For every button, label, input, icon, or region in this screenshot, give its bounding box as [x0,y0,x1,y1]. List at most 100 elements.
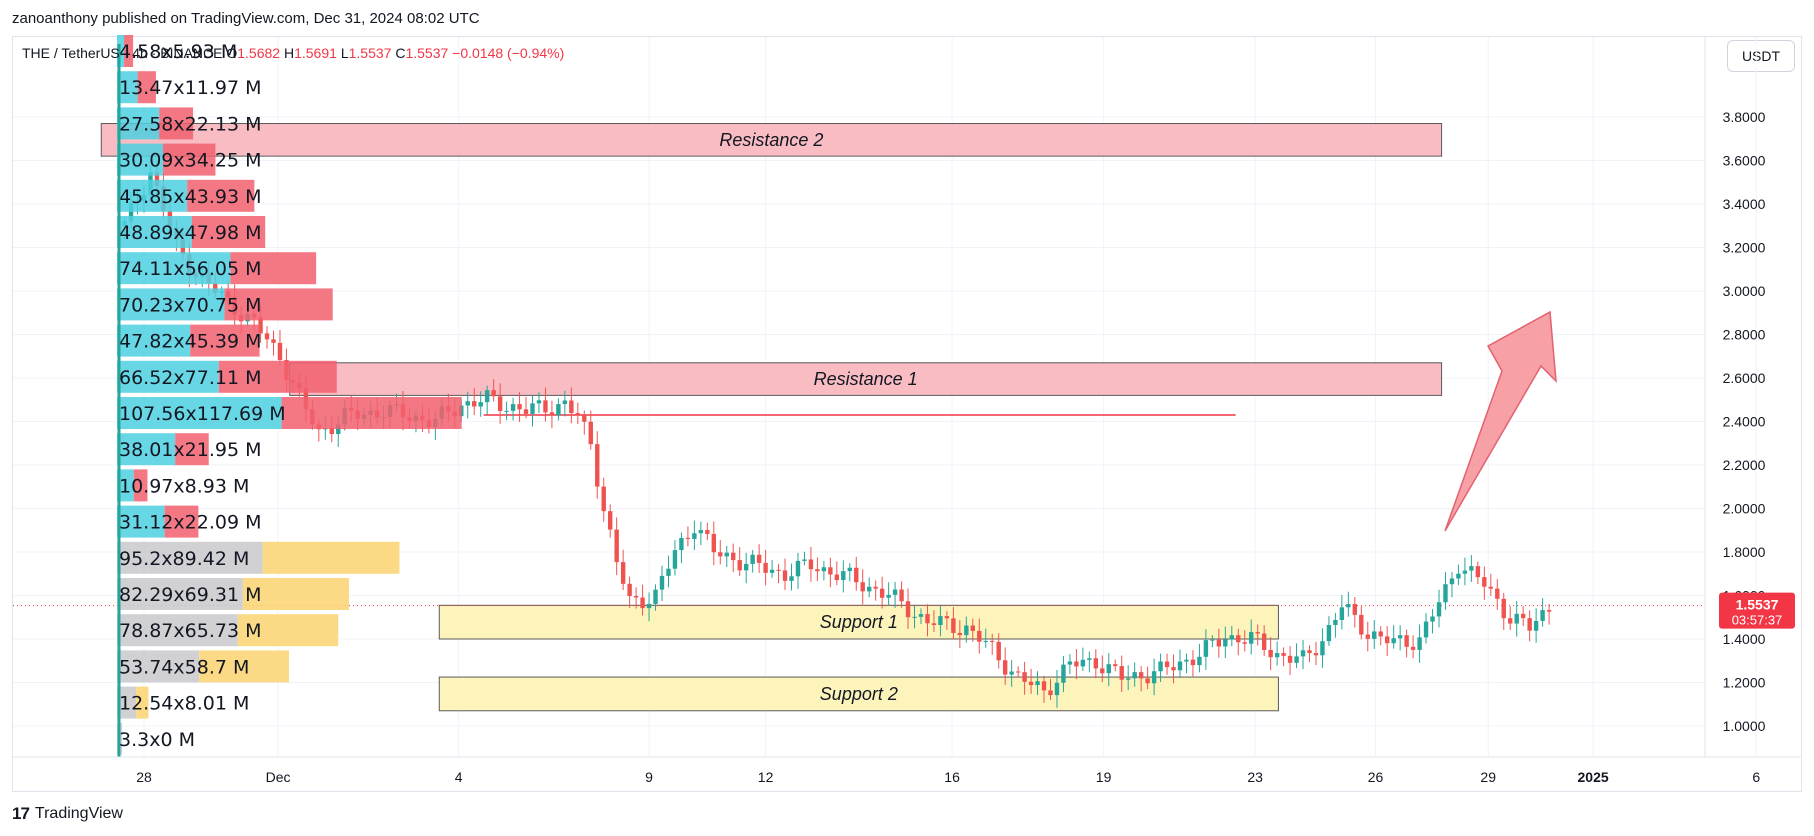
resistance-zone[interactable] [100,123,1443,157]
candle-body [1397,635,1403,639]
candle [562,390,568,417]
candle-body [1469,566,1474,571]
candle [828,557,833,588]
candle [1210,635,1215,648]
candle [1145,666,1150,690]
candle [1074,649,1079,680]
candle-body [931,623,937,625]
support-zone[interactable] [438,676,1279,712]
candle [737,547,742,576]
candle-body [1391,638,1396,644]
vp-buy-bar [117,179,188,212]
candle-body [1261,633,1267,650]
candle-body [1216,639,1222,647]
candle [1048,678,1053,700]
candle [892,581,898,608]
candle-body [867,586,872,592]
candle [608,504,613,538]
vp-sell-bar [224,288,333,321]
candle-body [711,533,716,553]
vp-buy-bar [117,288,225,321]
candle [1520,605,1526,627]
candle-body [724,552,729,557]
candle [724,545,729,567]
candle [1054,669,1060,708]
x-tick-label: 29 [1480,769,1496,785]
candle [1546,603,1552,625]
resistance-zone[interactable] [289,362,1443,396]
candle-body [1339,607,1345,620]
y-tick-label: 2.2000 [1723,457,1766,473]
candle [938,605,943,637]
y-tick-label: 1.8000 [1723,544,1766,560]
candle [1171,654,1176,684]
candle [588,410,593,450]
vp-row-label: 4.58x5.93 M [119,41,237,63]
candle-body [743,563,749,571]
candle-body [1352,604,1358,615]
candle-body [1067,661,1073,665]
candle-body [1546,610,1552,612]
vp-row-label: 70.23x70.75 M [119,294,261,316]
candle [918,608,924,625]
candle-body [556,404,561,416]
candle-body [1456,573,1461,579]
x-tick-label: 16 [944,769,960,785]
vp-sell-bar [187,179,255,212]
vp-sell-bar [133,469,148,502]
candle-body [271,339,276,343]
candle [731,543,736,573]
y-tick-label: 2.8000 [1723,327,1766,343]
x-tick-label: 2025 [1578,769,1609,785]
candle-body [1106,664,1111,674]
footer-brand[interactable]: 17 TradingView [12,804,123,824]
candle-body [685,537,691,539]
y-tick-label: 3.4000 [1723,196,1766,212]
candle-body [620,562,626,584]
x-tick-label: 23 [1247,769,1263,785]
candle-body [1404,635,1409,647]
candle-body [1236,635,1241,643]
symbol-name[interactable]: THE / TetherUS · 4h · BINANCE [22,45,223,61]
candle [1113,659,1118,672]
candle [990,633,995,655]
vp-sell-bar [281,397,462,429]
candle [1540,598,1545,627]
candle [646,592,652,622]
candle-body [1514,613,1519,624]
candle [1216,628,1222,658]
vp-row-label: 48.89x47.98 M [119,222,261,244]
candle [1333,613,1338,638]
candle [1100,655,1105,683]
candle [575,402,581,424]
candle-body [912,616,917,618]
currency-button[interactable]: USDT [1727,40,1795,72]
candle [718,540,723,565]
vp-buy-bar [117,578,243,610]
candle-body [802,559,807,561]
candle [1469,555,1474,582]
candle [1462,557,1468,586]
vp-sell-bar [190,324,260,357]
vp-sell-bar [199,650,290,683]
uptrend-arrow[interactable] [1444,310,1557,532]
candle [802,551,807,566]
candle [821,561,827,581]
candle-body [1177,661,1183,671]
candle [867,577,872,598]
candle [1430,609,1435,634]
candle-body [1100,668,1105,674]
candle-body [841,571,846,581]
support-zone[interactable] [438,604,1279,640]
candle [996,633,1001,669]
y-tick-label: 3.2000 [1723,240,1766,256]
price-tag-box [1719,592,1795,629]
vp-buy-bar [117,143,164,176]
vp-row-label: 107.56x117.69 M [119,403,286,425]
candle-body [154,172,160,187]
candle [970,618,975,642]
vp-buy-bar [117,614,238,647]
candle [705,522,710,541]
candle-body [860,582,865,592]
